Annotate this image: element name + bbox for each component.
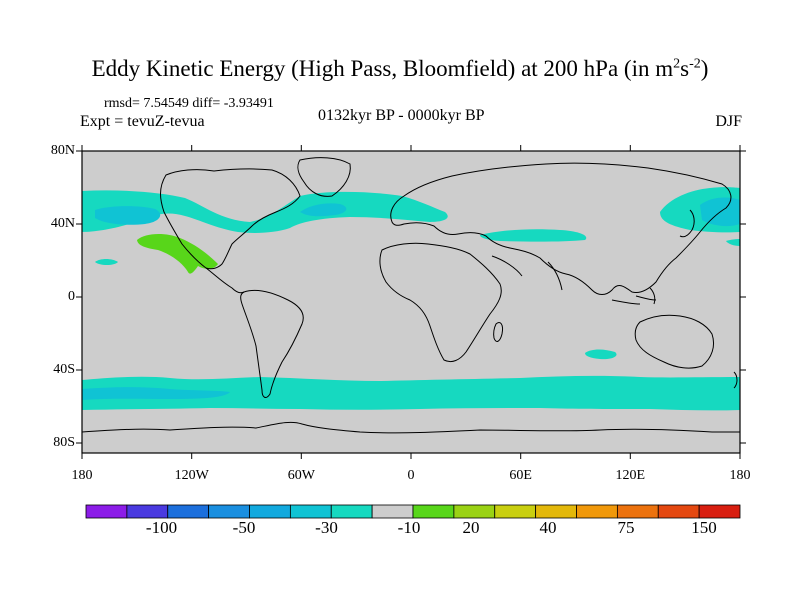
colorbar-swatch	[657, 504, 700, 519]
lon-label-60e: 60E	[509, 468, 532, 483]
colorbar-label: 40	[539, 518, 557, 537]
colorbar-swatch	[126, 504, 169, 519]
coast-antarctica	[82, 421, 740, 434]
colorbar-label: -10	[397, 518, 421, 537]
colorbar-swatch	[85, 504, 128, 519]
season-label: DJF	[715, 113, 742, 130]
figure-title: Eddy Kinetic Energy (High Pass, Bloomfie…	[91, 56, 709, 81]
coastlines	[82, 157, 740, 434]
nh-eurasia-band	[480, 229, 587, 242]
lat-label-40s: 40S	[53, 362, 75, 377]
nh-small-patch-1	[95, 259, 118, 265]
coast-north-america	[160, 168, 301, 270]
colorbar-swatch	[249, 504, 291, 519]
colorbar-swatch	[616, 504, 659, 519]
colorbar-swatch	[412, 504, 455, 519]
colorbar-swatch	[167, 504, 210, 519]
colorbar-swatch	[330, 504, 373, 519]
axis-ticks	[76, 145, 746, 459]
lon-label-180e: 180	[729, 468, 751, 483]
lat-label-80s: 80S	[53, 435, 75, 450]
experiment-label: Expt = tevuZ-tevua	[80, 113, 205, 130]
colorbar-label: 75	[617, 518, 635, 537]
colorbar-label: -50	[232, 518, 256, 537]
coast-africa	[379, 242, 502, 363]
colorbar-swatch	[289, 504, 332, 519]
coast-greenland	[297, 157, 351, 197]
coast-australia	[634, 314, 715, 369]
colorbar-label: 150	[691, 518, 717, 537]
period-label: 0132kyr BP - 0000kyr BP	[318, 107, 485, 124]
colorbar-swatch	[535, 504, 577, 519]
coast-eurasia	[390, 162, 732, 295]
lon-label-120w: 120W	[174, 468, 209, 483]
sh-indian-patch	[585, 349, 617, 360]
coast-central-america	[205, 267, 245, 294]
nh-atlantic-core	[300, 203, 347, 217]
nh-pacific-core	[95, 206, 161, 225]
colorbar-swatch	[208, 504, 250, 519]
lat-label-0: 0	[68, 289, 75, 304]
lon-label-0: 0	[407, 468, 415, 483]
field-contours	[82, 187, 740, 411]
colorbar-label: -30	[315, 518, 338, 537]
coast-arabia-india	[491, 255, 563, 291]
nh-green-positive	[137, 234, 218, 274]
colorbar-label: 20	[462, 518, 480, 537]
colorbar-swatch	[576, 504, 618, 519]
coast-japan	[679, 209, 695, 238]
rmsd-diff-stats: rmsd= 7.54549 diff= -3.93491	[104, 96, 274, 111]
coast-south-america	[240, 289, 304, 398]
coast-indonesia	[611, 287, 657, 305]
coast-new-zealand	[733, 371, 738, 389]
colorbar-swatch	[371, 504, 414, 519]
coast-madagascar	[493, 321, 503, 342]
colorbar-swatch	[453, 504, 496, 519]
nh-pacific-band	[82, 190, 448, 233]
sh-storm-core	[82, 387, 230, 400]
sh-storm-band	[82, 375, 740, 411]
lon-label-60w: 60W	[287, 468, 315, 483]
colorbar-label: -100	[145, 518, 178, 537]
colorbar	[85, 504, 741, 519]
lat-label-40n: 40N	[50, 216, 75, 231]
colorbar-swatch	[494, 504, 537, 519]
colorbar-swatch	[698, 504, 741, 519]
lon-label-120e: 120E	[615, 468, 646, 483]
nh-small-patch-2	[726, 239, 740, 246]
lon-label-180w: 180	[71, 468, 93, 483]
lat-label-80n: 80N	[50, 143, 75, 158]
